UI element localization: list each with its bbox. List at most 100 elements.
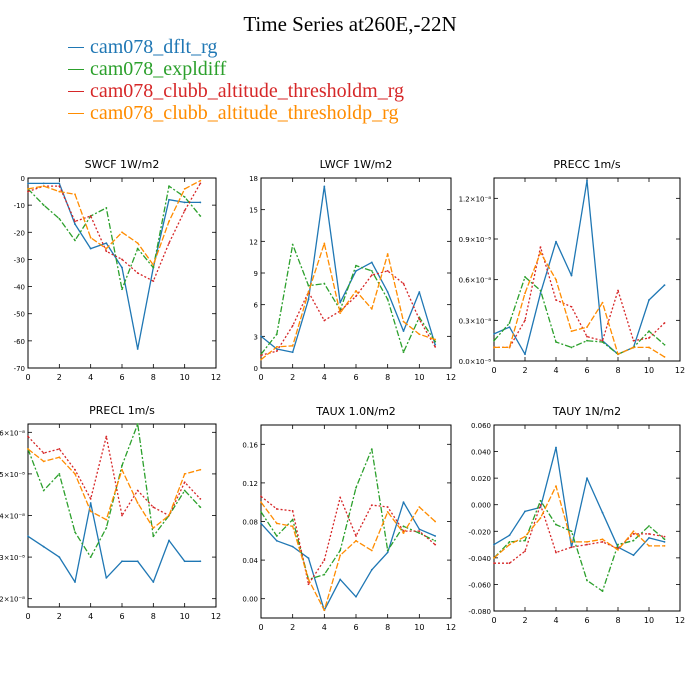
data-point [524, 510, 526, 513]
data-point [291, 344, 294, 347]
data-point [663, 538, 666, 541]
data-point [307, 298, 310, 301]
x-tick-label: 8 [385, 373, 390, 382]
data-point [355, 295, 357, 298]
data-point [199, 179, 202, 182]
data-point [105, 206, 108, 209]
data-point [136, 560, 139, 563]
data-point [555, 341, 557, 343]
x-tick-label: 8 [385, 623, 390, 632]
data-point [663, 356, 666, 358]
series-line [28, 182, 201, 350]
data-point [539, 289, 542, 292]
data-point [418, 528, 421, 531]
chart-panel: PRECC 1m/s 0 2 4 6 8 10 12 0.0×10⁻⁸ 0.3×10⁻⁸ 0.6×1… [459, 158, 686, 375]
data-point [386, 551, 389, 554]
data-point [601, 339, 604, 342]
data-point [121, 231, 123, 234]
data-point [58, 185, 61, 188]
data-point [617, 353, 619, 356]
legend-line-icon [68, 112, 84, 114]
series-line [27, 423, 201, 558]
data-point [183, 209, 186, 212]
series-line [27, 180, 201, 266]
legend-label: cam078_dflt_rg [90, 36, 218, 58]
series-line [27, 183, 201, 282]
data-point [275, 350, 278, 353]
data-point [42, 452, 45, 455]
y-tick-label: -20 [14, 229, 25, 237]
data-point [168, 185, 170, 188]
data-point [555, 240, 557, 243]
data-point [402, 532, 405, 534]
x-tick-label: 10 [644, 616, 654, 625]
data-point [183, 196, 186, 198]
data-point [58, 448, 61, 450]
data-point [339, 578, 342, 581]
y-tick-label: 6 [254, 302, 259, 310]
y-tick-label: 15 [249, 207, 258, 215]
data-point [355, 486, 357, 489]
x-tick-label: 8 [615, 616, 620, 625]
data-point [136, 247, 139, 250]
y-tick-label: 0.08 [242, 519, 258, 527]
data-point [105, 242, 108, 245]
data-point [291, 243, 294, 246]
data-point [555, 523, 557, 526]
data-point [89, 236, 92, 239]
x-tick-label: 4 [88, 612, 93, 621]
y-tick-label: 2×10⁻⁸ [0, 596, 25, 604]
data-point [168, 539, 170, 542]
series-line [260, 448, 436, 581]
data-point [27, 435, 29, 438]
data-point [74, 220, 76, 223]
data-point [152, 266, 155, 269]
y-tick-label: 9 [254, 270, 258, 278]
data-point [386, 269, 389, 272]
data-point [323, 609, 326, 612]
data-point [663, 284, 666, 286]
data-point [402, 330, 405, 332]
data-point [199, 468, 202, 471]
plot-frame [493, 424, 681, 612]
data-point [508, 534, 511, 537]
y-tick-label: 0.040 [471, 449, 491, 457]
data-point [370, 448, 373, 451]
data-point [136, 272, 139, 274]
data-point [601, 541, 604, 543]
y-tick-label: 5×10⁻⁸ [0, 471, 25, 479]
x-tick-label: 6 [119, 373, 124, 382]
x-tick-label: 2 [290, 623, 295, 632]
data-point [570, 546, 573, 549]
data-point [183, 187, 186, 190]
data-point [386, 253, 389, 255]
data-point [42, 460, 45, 463]
data-point [570, 530, 573, 533]
series-line [493, 500, 665, 592]
y-tick-label: 3×10⁻⁸ [0, 554, 25, 562]
x-tick-label: 6 [119, 612, 124, 621]
chart-title: TAUX 1.0N/m2 [315, 405, 396, 418]
data-point [355, 535, 357, 537]
data-point [199, 215, 202, 217]
series-line [260, 495, 436, 585]
data-point [323, 185, 326, 188]
y-tick-label: 0.6×10⁻⁸ [459, 277, 492, 285]
data-point [27, 182, 29, 185]
data-point [632, 530, 635, 533]
data-point [508, 346, 511, 349]
x-tick-label: 12 [675, 616, 685, 625]
y-tick-label: 0.12 [242, 480, 258, 488]
x-tick-label: 12 [211, 373, 221, 382]
chart-panel: PRECL 1m/s 0 2 4 6 8 10 12 2×10⁻⁸ 3×10⁻⁸ 4×10⁻⁸ 5×1… [0, 404, 221, 621]
data-point [307, 557, 310, 560]
data-point [105, 435, 108, 438]
data-point [307, 578, 310, 581]
data-point [386, 298, 389, 301]
data-point [570, 346, 573, 349]
data-point [105, 250, 108, 253]
data-point [168, 514, 170, 517]
legend-line-icon [68, 90, 84, 92]
data-point [370, 274, 373, 277]
